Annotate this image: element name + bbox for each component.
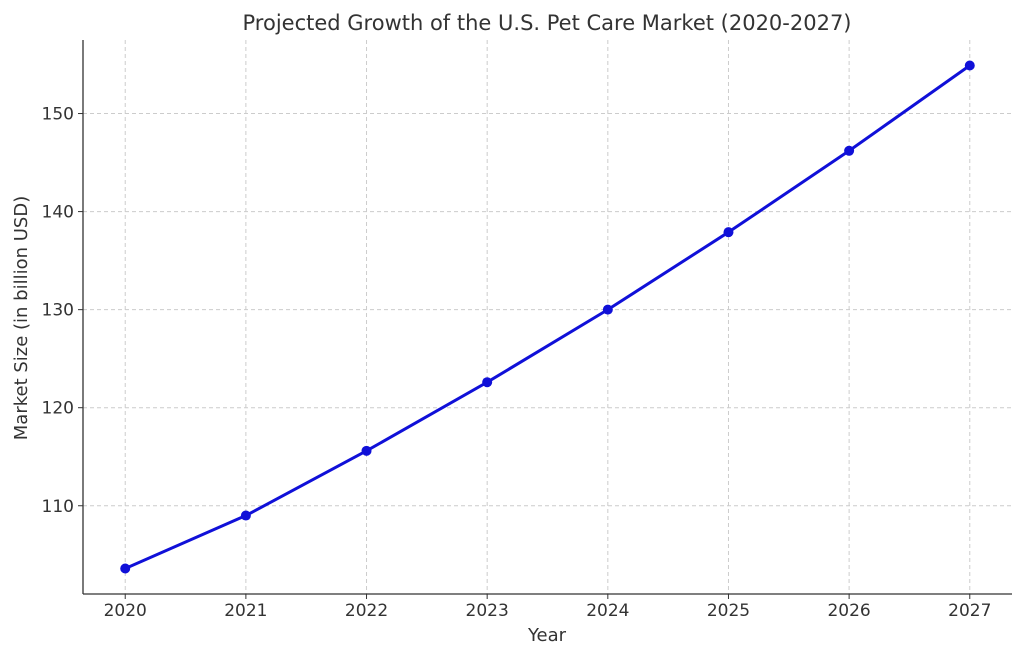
- data-point: [602, 304, 613, 315]
- x-tick-label: 2022: [345, 601, 388, 621]
- y-tick-label: 120: [42, 399, 74, 419]
- y-tick-label: 150: [42, 105, 74, 125]
- x-axis-label: Year: [527, 625, 567, 646]
- x-tick-label: 2024: [586, 601, 629, 621]
- x-tick-label: 2021: [224, 601, 267, 621]
- data-point: [844, 145, 855, 156]
- y-tick-label: 140: [42, 203, 74, 223]
- x-tick-label: 2025: [707, 601, 750, 621]
- x-tick-label: 2020: [104, 601, 147, 621]
- data-point: [361, 445, 372, 456]
- series-group: [120, 60, 975, 574]
- data-point: [964, 60, 975, 71]
- axes: [78, 40, 1012, 599]
- data-point: [240, 510, 251, 521]
- data-point: [482, 377, 493, 388]
- tick-labels: 2020 2021 2022 2023 2024 2025 2026 2027 110 120 13…: [42, 105, 992, 621]
- grid-lines: [83, 40, 1012, 594]
- x-tick-label: 2026: [827, 601, 870, 621]
- y-axis-label: Market Size (in billion USD): [11, 196, 32, 440]
- chart-title: Projected Growth of the U.S. Pet Care Ma…: [243, 11, 852, 35]
- y-tick-label: 130: [42, 301, 74, 321]
- series-line: [124, 64, 971, 570]
- x-tick-label: 2023: [466, 601, 509, 621]
- y-tick-label: 110: [42, 497, 74, 517]
- data-point: [723, 227, 734, 238]
- x-tick-label: 2027: [948, 601, 991, 621]
- data-point: [120, 563, 131, 574]
